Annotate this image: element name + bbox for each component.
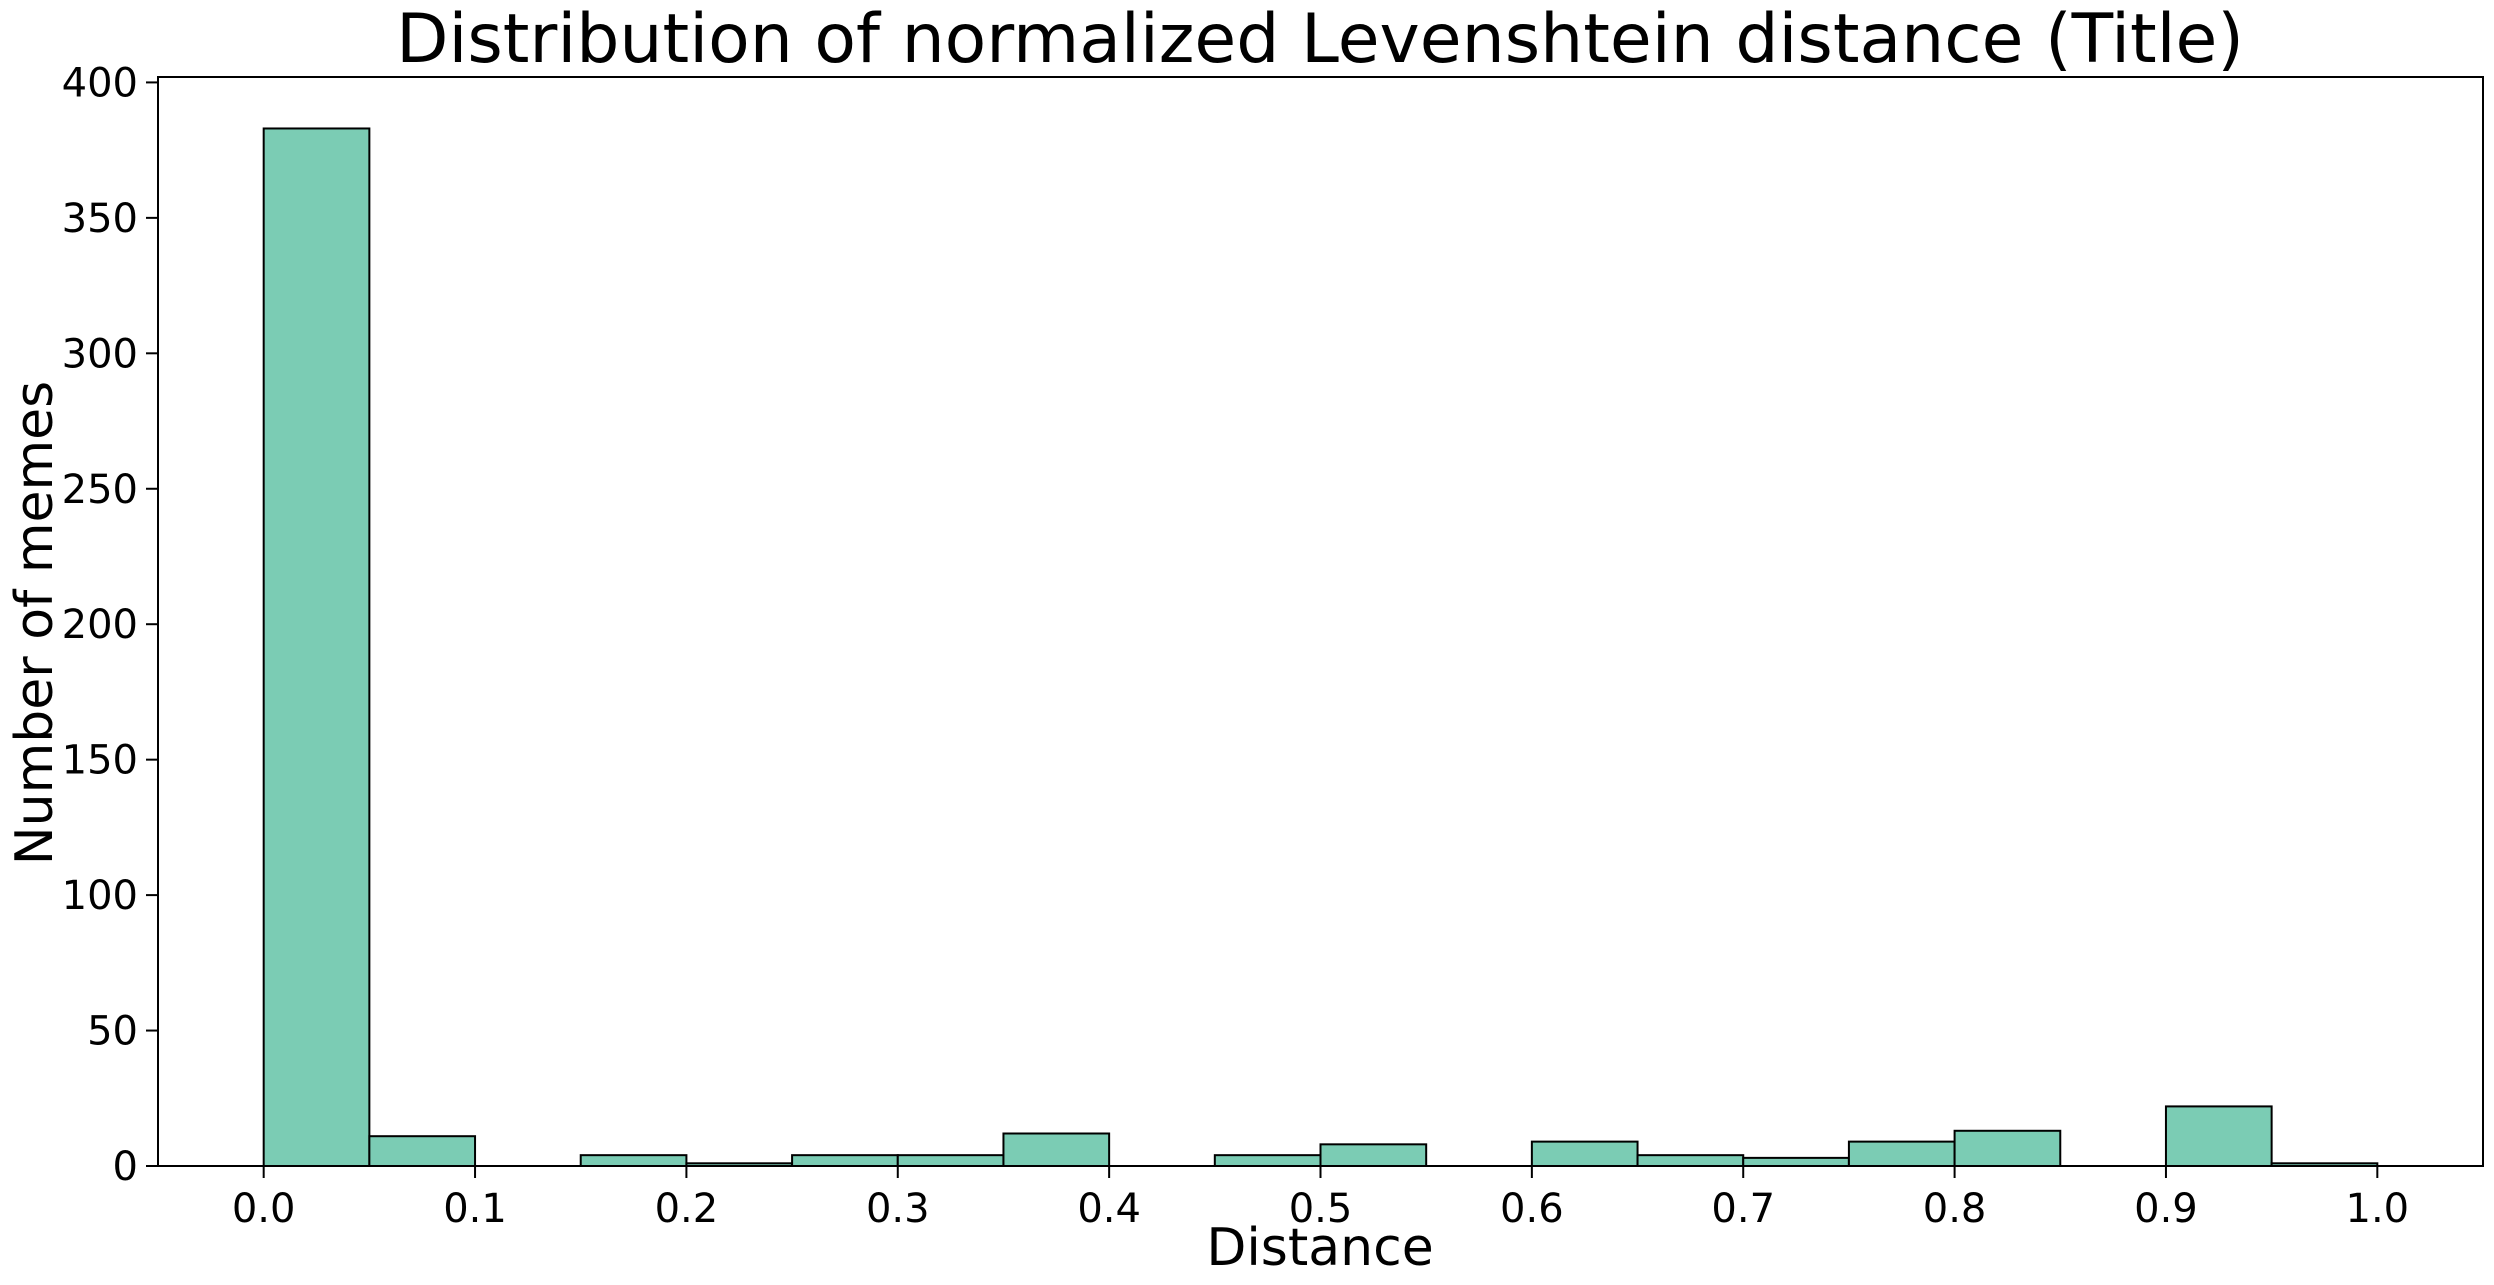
histogram-bar: [262, 127, 371, 1168]
chart-title: Distribution of normalized Levenshtein d…: [396, 0, 2244, 79]
y-tick-label: 150: [62, 738, 138, 784]
histogram-bar: [1847, 1140, 1956, 1167]
histogram-bar: [1530, 1140, 1639, 1167]
x-tick-label: 1.0: [2346, 1186, 2410, 1232]
x-tick-label: 0.1: [443, 1186, 507, 1232]
x-tick-label: 0.9: [2134, 1186, 2198, 1232]
histogram-bar: [1636, 1154, 1745, 1168]
y-tick-label: 100: [62, 873, 138, 919]
plot-frame: [157, 76, 2484, 1167]
y-tick-label: 350: [62, 196, 138, 242]
x-tick-label: 0.3: [866, 1186, 930, 1232]
histogram-bar: [1953, 1129, 2062, 1167]
bars-layer: [262, 127, 2379, 1168]
x-tick-label: 0.5: [1289, 1186, 1353, 1232]
y-tick-label: 50: [87, 1009, 138, 1055]
y-tick-label: 200: [62, 602, 138, 648]
x-axis-label: Distance: [1206, 1218, 1433, 1278]
histogram-bar: [1319, 1143, 1428, 1168]
y-axis-label: Number of memes: [5, 381, 65, 865]
y-tick-label: 400: [62, 60, 138, 106]
x-tick-label: 0.7: [1711, 1186, 1775, 1232]
x-tick-label: 0.6: [1500, 1186, 1564, 1232]
histogram-bar: [896, 1154, 1005, 1168]
x-tick-label: 0.0: [232, 1186, 296, 1232]
x-tick-label: 0.2: [655, 1186, 719, 1232]
histogram-bar: [579, 1154, 688, 1168]
y-tick-label: 250: [62, 467, 138, 513]
x-tick-label: 0.8: [1923, 1186, 1987, 1232]
y-tick-label: 0: [113, 1144, 138, 1190]
histogram-bar: [1213, 1154, 1322, 1168]
histogram-bar: [791, 1154, 899, 1168]
x-tick-label: 0.4: [1077, 1186, 1141, 1232]
ticks-layer: 0.0 0.1 0.2 0.3 0.4 0.5 0.6 0.7 0.8 0.9 1.0 0 50 100 1…: [62, 60, 2409, 1232]
histogram-bar: [1002, 1132, 1111, 1168]
histogram-bar: [368, 1135, 477, 1168]
histogram-bar: [2164, 1105, 2273, 1167]
histogram-bar: [1742, 1156, 1850, 1168]
y-tick-label: 300: [62, 331, 138, 377]
axes-layer: [157, 76, 2484, 1167]
